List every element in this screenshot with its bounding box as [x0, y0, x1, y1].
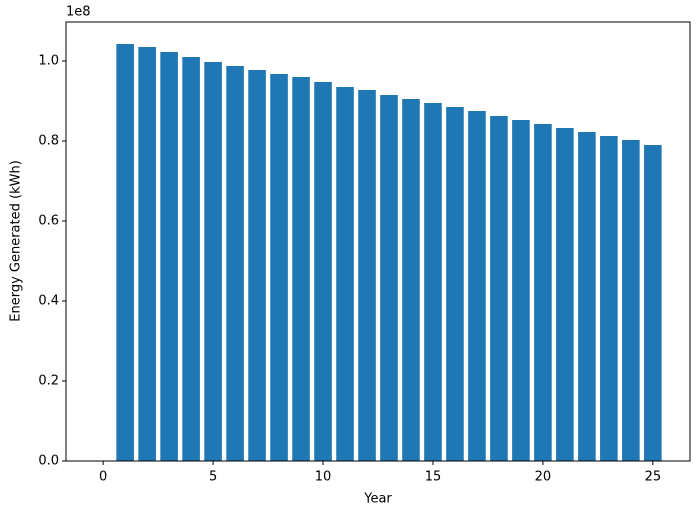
y-tick-label: 0.6: [38, 214, 59, 229]
bar: [644, 145, 662, 461]
x-tick-label: 15: [425, 470, 442, 485]
bar: [556, 128, 574, 461]
x-axis-label: Year: [363, 492, 392, 507]
bar: [248, 70, 266, 461]
bar: [270, 74, 288, 461]
x-tick-label: 10: [315, 470, 332, 485]
y-offset-text: 1e8: [66, 5, 91, 20]
bar: [336, 87, 354, 461]
bar: [600, 136, 618, 461]
bar: [446, 107, 464, 461]
y-tick-label: 0.2: [38, 374, 59, 389]
x-tick-label: 25: [645, 470, 662, 485]
bar: [402, 99, 420, 461]
plot-frame: [65, 21, 691, 462]
x-tick-label: 5: [209, 470, 217, 485]
bar: [490, 116, 508, 461]
bar: [578, 132, 596, 461]
bar: [160, 52, 178, 461]
bar: [292, 77, 310, 461]
y-tick-label: 0.8: [38, 134, 59, 149]
y-tick-label: 0.0: [38, 454, 59, 469]
x-tick-label: 20: [535, 470, 552, 485]
bar: [116, 44, 134, 461]
bar: [622, 140, 640, 461]
bar: [534, 124, 552, 461]
bar: [204, 62, 222, 461]
bar: [512, 120, 530, 461]
y-tick-label: 0.4: [38, 294, 59, 309]
y-tick-label: 1.0: [38, 54, 59, 69]
bar: [358, 90, 376, 461]
bar: [314, 82, 332, 461]
bar: [424, 103, 442, 461]
bar: [380, 95, 398, 461]
x-tick-label: 0: [99, 470, 107, 485]
bar: [182, 57, 200, 461]
bar: [226, 66, 244, 461]
y-axis-label: Energy Generated (kWh): [9, 160, 24, 322]
bar: [468, 111, 486, 461]
bar: [138, 47, 156, 461]
